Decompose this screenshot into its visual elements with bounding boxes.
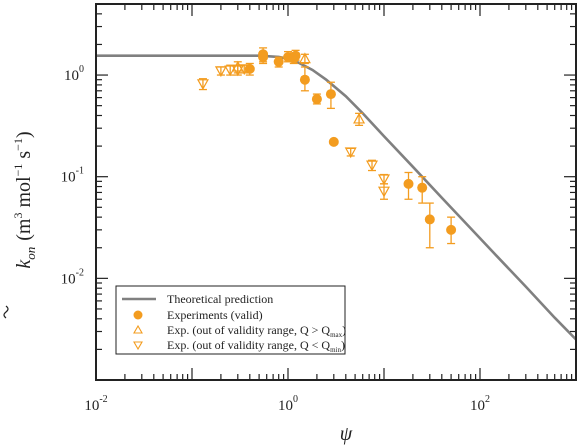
y-label-mol: mol [13, 176, 35, 213]
y-axis-text: kon(m3 mol−1 s−1) [11, 131, 38, 268]
x-tick-exp: 0 [293, 394, 298, 405]
legend-label-main: Exp. (out of validity range, Q < Q [167, 338, 330, 352]
y-tick-base: 10 [61, 271, 76, 287]
x-tick-label: 10-2 [84, 394, 107, 414]
data-point-valid [403, 178, 414, 189]
data-point-valid [328, 136, 339, 147]
data-point-valid [258, 52, 269, 63]
data-point-valid [244, 63, 255, 74]
data-point-valid [417, 182, 428, 193]
legend-label-main: Theoretical prediction [167, 292, 273, 306]
x-tick-exp: -2 [99, 394, 107, 405]
data-point-qmin [224, 65, 237, 77]
legend-label-sub: max [330, 331, 343, 339]
x-tick-label: 102 [470, 394, 490, 414]
y-tick-label: 100 [64, 64, 84, 84]
x-axis-label: ψ [340, 423, 353, 445]
legend-label-end: ) [342, 323, 346, 337]
data-point-valid [299, 74, 310, 85]
legend: Theoretical prediction Experiments (valid… [115, 285, 346, 355]
x-tick-base: 10 [278, 398, 293, 414]
legend-swatch-qmax [133, 324, 143, 334]
y-label-sup1: 3 [11, 213, 25, 219]
y-label-units: (m [13, 218, 35, 241]
data-point-qmax [298, 52, 311, 64]
y-tick-exp: -2 [76, 267, 84, 278]
data-point-valid [446, 224, 457, 235]
legend-label: Exp. (out of validity range, Q > Qmax) [167, 323, 346, 339]
data-point-qmin [196, 79, 209, 91]
legend-label-main: Experiments (valid) [167, 308, 263, 322]
y-tick-label: 10-2 [61, 267, 84, 287]
data-point-qmin [344, 147, 357, 159]
y-tick-base: 10 [61, 170, 76, 186]
x-tick-exp: 2 [485, 394, 490, 405]
legend-label-main: Exp. (out of validity range, Q > Q [167, 323, 330, 337]
data-point-valid [273, 56, 284, 67]
legend-label: Experiments (valid) [167, 308, 263, 322]
y-label-tilde [3, 305, 9, 319]
y-label-sub: on [23, 247, 38, 260]
y-axis-label: kon(m3 mol−1 s−1) [3, 131, 38, 319]
y-tick-exp: 0 [79, 64, 84, 75]
y-label-k: k [13, 259, 35, 269]
x-tick-base: 10 [470, 398, 485, 414]
data-point-valid [290, 50, 301, 61]
data-point-valid [325, 89, 336, 100]
legend-label-sub: min [330, 346, 341, 354]
y-tick-base: 10 [64, 68, 79, 84]
y-label-s: s [13, 151, 35, 164]
legend-label: Theoretical prediction [167, 292, 273, 306]
data-point-qmin [238, 64, 251, 76]
x-tick-base: 10 [84, 398, 99, 414]
data-point-qmax [353, 112, 366, 124]
data-point-qmin [214, 66, 227, 78]
legend-swatch-qmin [133, 341, 143, 351]
legend-box [115, 285, 346, 355]
legend-swatch-valid [133, 310, 143, 320]
data-point-qmin [377, 186, 391, 198]
x-tick-label: 100 [278, 394, 298, 414]
y-label-sup2: −1 [11, 164, 25, 177]
data-point-valid [424, 214, 435, 225]
legend-label-end: ) [341, 338, 345, 352]
plot-marks [96, 47, 576, 341]
y-tick-exp: -1 [76, 166, 84, 177]
y-label-end: ) [13, 131, 35, 138]
y-label-sup3: −1 [11, 138, 25, 151]
data-point-qmin [377, 174, 391, 186]
data-point-qmin [231, 65, 244, 77]
y-tick-label: 10-1 [61, 166, 84, 186]
legend-label: Exp. (out of validity range, Q < Qmin) [167, 338, 345, 354]
data-point-qmin [365, 160, 379, 172]
data-point-valid [311, 94, 322, 105]
